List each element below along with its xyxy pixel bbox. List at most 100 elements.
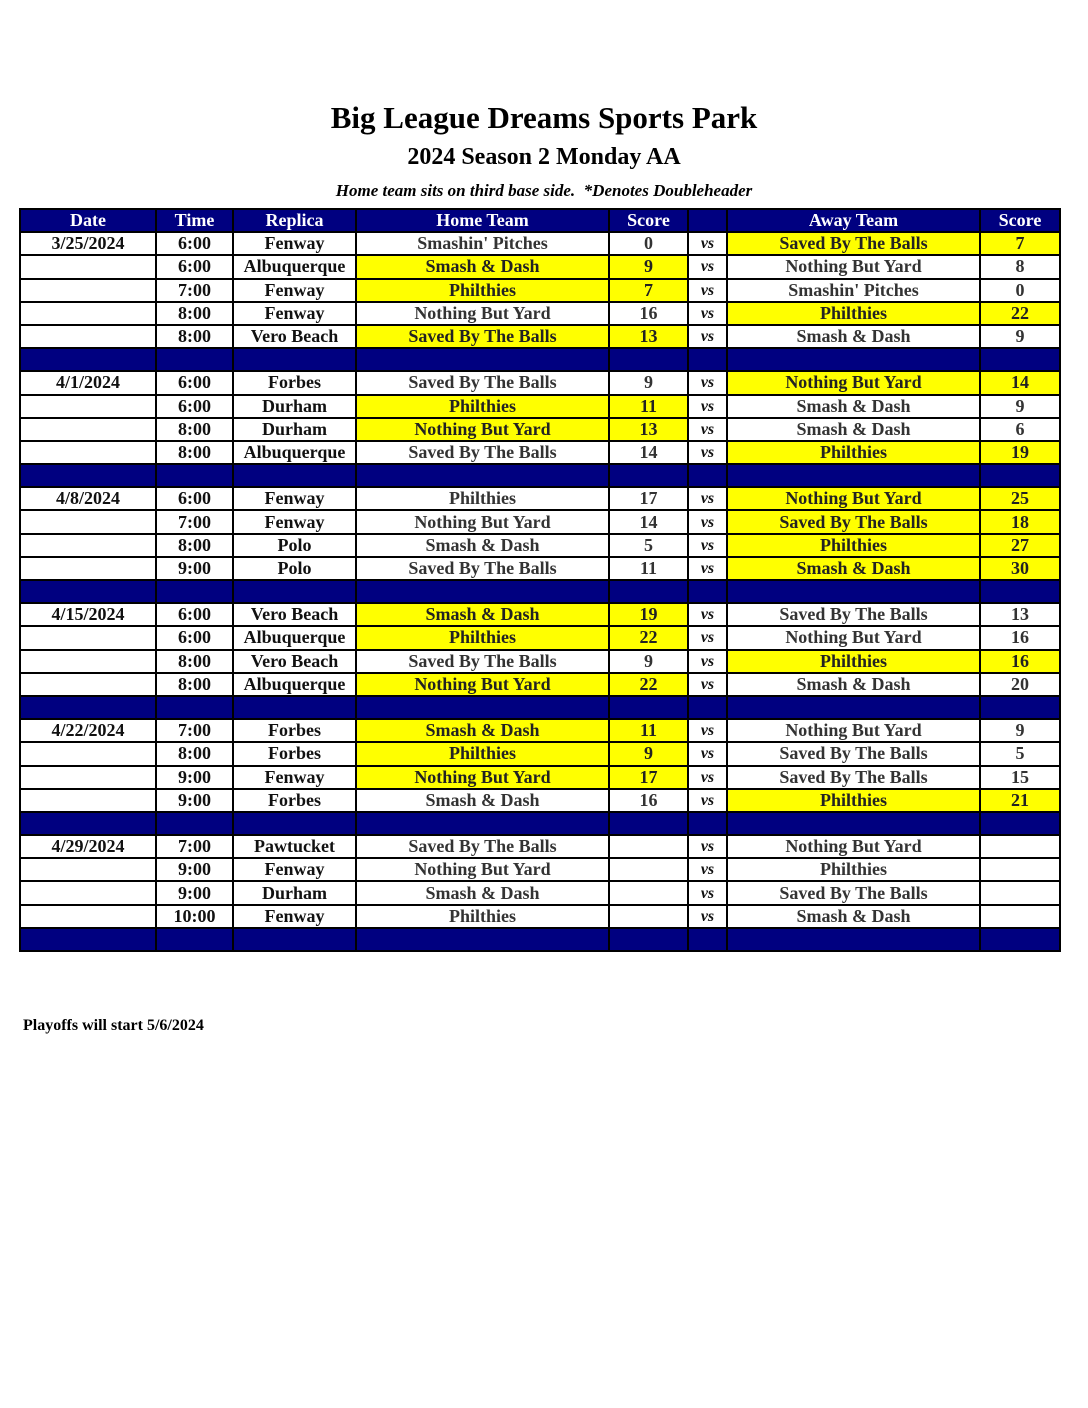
vs-cell: vs [687,393,728,419]
date-cell [19,555,157,582]
away-score-cell: 9 [979,393,1061,419]
replica-cell: Albuquerque [232,625,357,651]
away-team-cell: Saved By The Balls [726,741,981,767]
away-score-cell [979,903,1061,929]
replica-cell: Forbes [232,718,357,744]
replica-cell: Pawtucket [232,834,357,860]
vs-cell: vs [687,509,728,535]
separator-cell [608,810,689,837]
away-score-cell: 0 [979,277,1061,303]
separator-cell [19,926,157,953]
time-cell: 6:00 [155,625,234,651]
game-row: 4/1/2024 6:00 Forbes Saved By The Balls 9 vs N… [19,370,1061,396]
week-separator-row [19,578,1061,605]
vs-cell: vs [687,486,728,512]
date-cell [19,439,157,466]
separator-cell [155,926,234,953]
separator-cell [355,694,610,721]
home-score-cell [608,834,689,860]
away-score-cell: 5 [979,741,1061,767]
replica-cell: Albuquerque [232,671,357,697]
vs-cell: vs [687,555,728,582]
game-row: 10:00 Fenway Philthies vs Smash & Dash [19,903,1061,929]
home-team-cell: Nothing But Yard [355,300,610,326]
away-score-cell: 15 [979,764,1061,790]
replica-cell: Fenway [232,509,357,535]
replica-cell: Forbes [232,741,357,767]
home-team-cell: Smash & Dash [355,602,610,628]
home-score-cell: 11 [608,555,689,582]
away-score-cell: 30 [979,555,1061,582]
replica-cell: Fenway [232,231,357,257]
separator-cell [687,926,728,953]
home-score-cell [608,880,689,906]
game-row: 8:00 Forbes Philthies 9 vs Saved By The Balls… [19,741,1061,767]
time-cell: 8:00 [155,323,234,350]
vs-cell: vs [687,671,728,697]
home-team-cell: Smash & Dash [355,880,610,906]
home-team-cell: Nothing But Yard [355,671,610,697]
away-team-cell: Saved By The Balls [726,509,981,535]
away-team-cell: Smashin' Pitches [726,277,981,303]
home-team-cell: Nothing But Yard [355,416,610,442]
vs-cell: vs [687,300,728,326]
time-cell: 6:00 [155,486,234,512]
away-score-cell: 25 [979,486,1061,512]
date-cell [19,393,157,419]
separator-cell [232,810,357,837]
vs-cell: vs [687,787,728,813]
home-score-cell: 14 [608,439,689,466]
game-row: 8:00 Fenway Nothing But Yard 16 vs Philthies 2… [19,300,1061,326]
home-team-cell: Smash & Dash [355,718,610,744]
game-row: 4/22/2024 7:00 Forbes Smash & Dash 11 vs Nothi… [19,718,1061,744]
home-team-cell: Nothing But Yard [355,509,610,535]
game-row: 4/29/2024 7:00 Pawtucket Saved By The Balls… [19,834,1061,860]
away-team-cell: Nothing But Yard [726,486,981,512]
schedule-table: Date Time Replica Home Team Score Away T… [19,207,1061,953]
away-team-cell: Philthies [726,857,981,883]
home-score-cell: 11 [608,718,689,744]
date-cell: 3/25/2024 [19,231,157,257]
away-team-cell: Nothing But Yard [726,625,981,651]
vs-cell: vs [687,857,728,883]
date-cell [19,254,157,280]
away-score-cell: 14 [979,370,1061,396]
home-score-cell: 17 [608,486,689,512]
replica-cell: Fenway [232,300,357,326]
time-cell: 9:00 [155,857,234,883]
home-team-cell: Smash & Dash [355,532,610,558]
time-cell: 9:00 [155,764,234,790]
separator-cell [726,926,981,953]
vs-cell: vs [687,741,728,767]
separator-cell [608,578,689,605]
replica-cell: Fenway [232,857,357,883]
away-score-cell: 8 [979,254,1061,280]
away-score-cell: 20 [979,671,1061,697]
away-score-cell [979,880,1061,906]
home-team-cell: Saved By The Balls [355,439,610,466]
date-cell [19,857,157,883]
separator-cell [979,578,1061,605]
col-home-score: Score [608,207,689,234]
home-team-cell: Smash & Dash [355,787,610,813]
game-row: 6:00 Albuquerque Smash & Dash 9 vs Nothing Bu… [19,254,1061,280]
game-row: 8:00 Vero Beach Saved By The Balls 13 vs Smas… [19,323,1061,350]
game-row: 6:00 Albuquerque Philthies 22 vs Nothing But … [19,625,1061,651]
home-score-cell: 7 [608,277,689,303]
separator-cell [232,926,357,953]
replica-cell: Albuquerque [232,439,357,466]
week-separator-row [19,926,1061,953]
game-row: 4/15/2024 6:00 Vero Beach Smash & Dash 19 vs S… [19,602,1061,628]
time-cell: 8:00 [155,741,234,767]
time-cell: 8:00 [155,532,234,558]
time-cell: 9:00 [155,555,234,582]
home-team-cell: Nothing But Yard [355,764,610,790]
separator-cell [979,694,1061,721]
separator-cell [726,347,981,373]
home-team-cell: Philthies [355,277,610,303]
home-score-cell: 11 [608,393,689,419]
time-cell: 10:00 [155,903,234,929]
away-score-cell: 13 [979,602,1061,628]
away-score-cell: 16 [979,648,1061,674]
home-team-cell: Philthies [355,393,610,419]
